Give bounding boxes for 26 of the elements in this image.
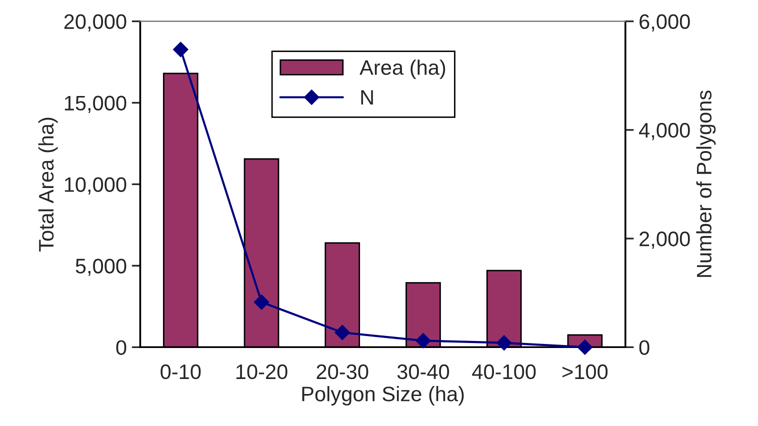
x-tick-label: 40-100 bbox=[472, 364, 536, 380]
y-tick-label: 10,000 bbox=[64, 177, 126, 194]
y-tick-label: 20,000 bbox=[64, 14, 126, 32]
legend-label: Area (ha) bbox=[360, 60, 446, 80]
x-axis-title: Polygon Size (ha) bbox=[302, 386, 464, 406]
point bbox=[173, 42, 188, 58]
point bbox=[416, 333, 431, 348]
point bbox=[254, 294, 270, 310]
y-tick-label: 5,000 bbox=[76, 258, 126, 276]
y-tick-label: 15,000 bbox=[64, 96, 126, 113]
y2-tick-label: 2,000 bbox=[640, 232, 690, 249]
point bbox=[496, 335, 512, 350]
y-axis-title: Total Area (ha) bbox=[38, 118, 58, 252]
legend-label: N bbox=[361, 90, 373, 105]
y2-tick-label: 0 bbox=[639, 340, 650, 355]
point bbox=[334, 324, 350, 340]
y2-tick-label: 6,000 bbox=[640, 14, 690, 32]
x-tick-label: 20-30 bbox=[316, 364, 368, 380]
x-tick-label: 10-20 bbox=[236, 364, 288, 380]
y-tick-label: 0 bbox=[116, 340, 126, 355]
x-tick-label: >100 bbox=[562, 364, 608, 380]
y2-tick-label: 4,000 bbox=[639, 122, 690, 140]
x-tick-label: 0-10 bbox=[160, 364, 201, 380]
x-tick-label: 30-40 bbox=[397, 364, 450, 380]
point bbox=[577, 340, 592, 355]
y2-axis-title: Number of Polygons bbox=[696, 90, 716, 277]
